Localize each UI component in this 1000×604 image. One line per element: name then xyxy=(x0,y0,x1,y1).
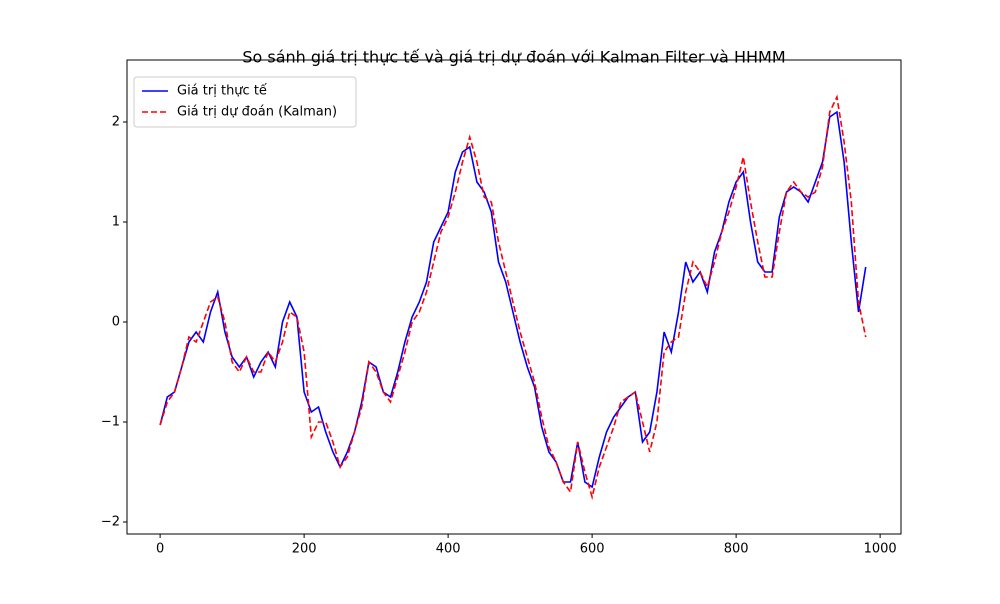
y-tick-label: −1 xyxy=(101,415,120,430)
legend-box xyxy=(133,76,357,128)
x-tick-label: 800 xyxy=(724,542,749,557)
x-tick-label: 600 xyxy=(580,542,605,557)
data-line xyxy=(159,94,867,501)
y-tick-label: 1 xyxy=(112,215,120,230)
x-tick-label: 1000 xyxy=(864,542,897,557)
data-line xyxy=(159,110,867,489)
y-tick-label: 0 xyxy=(112,315,120,330)
chart-title: So sánh giá trị thực tế và giá trị dự đo… xyxy=(242,48,785,67)
y-tick-label: −2 xyxy=(101,515,120,530)
legend-label: Giá trị dự đoán (Kalman) xyxy=(177,105,337,120)
y-tick-label: 2 xyxy=(112,115,120,130)
x-tick-label: 0 xyxy=(156,542,164,557)
plot-frame xyxy=(126,59,902,535)
x-tick-label: 200 xyxy=(292,542,317,557)
x-tick-label: 400 xyxy=(436,542,461,557)
legend-label: Giá trị thực tế xyxy=(177,84,267,99)
